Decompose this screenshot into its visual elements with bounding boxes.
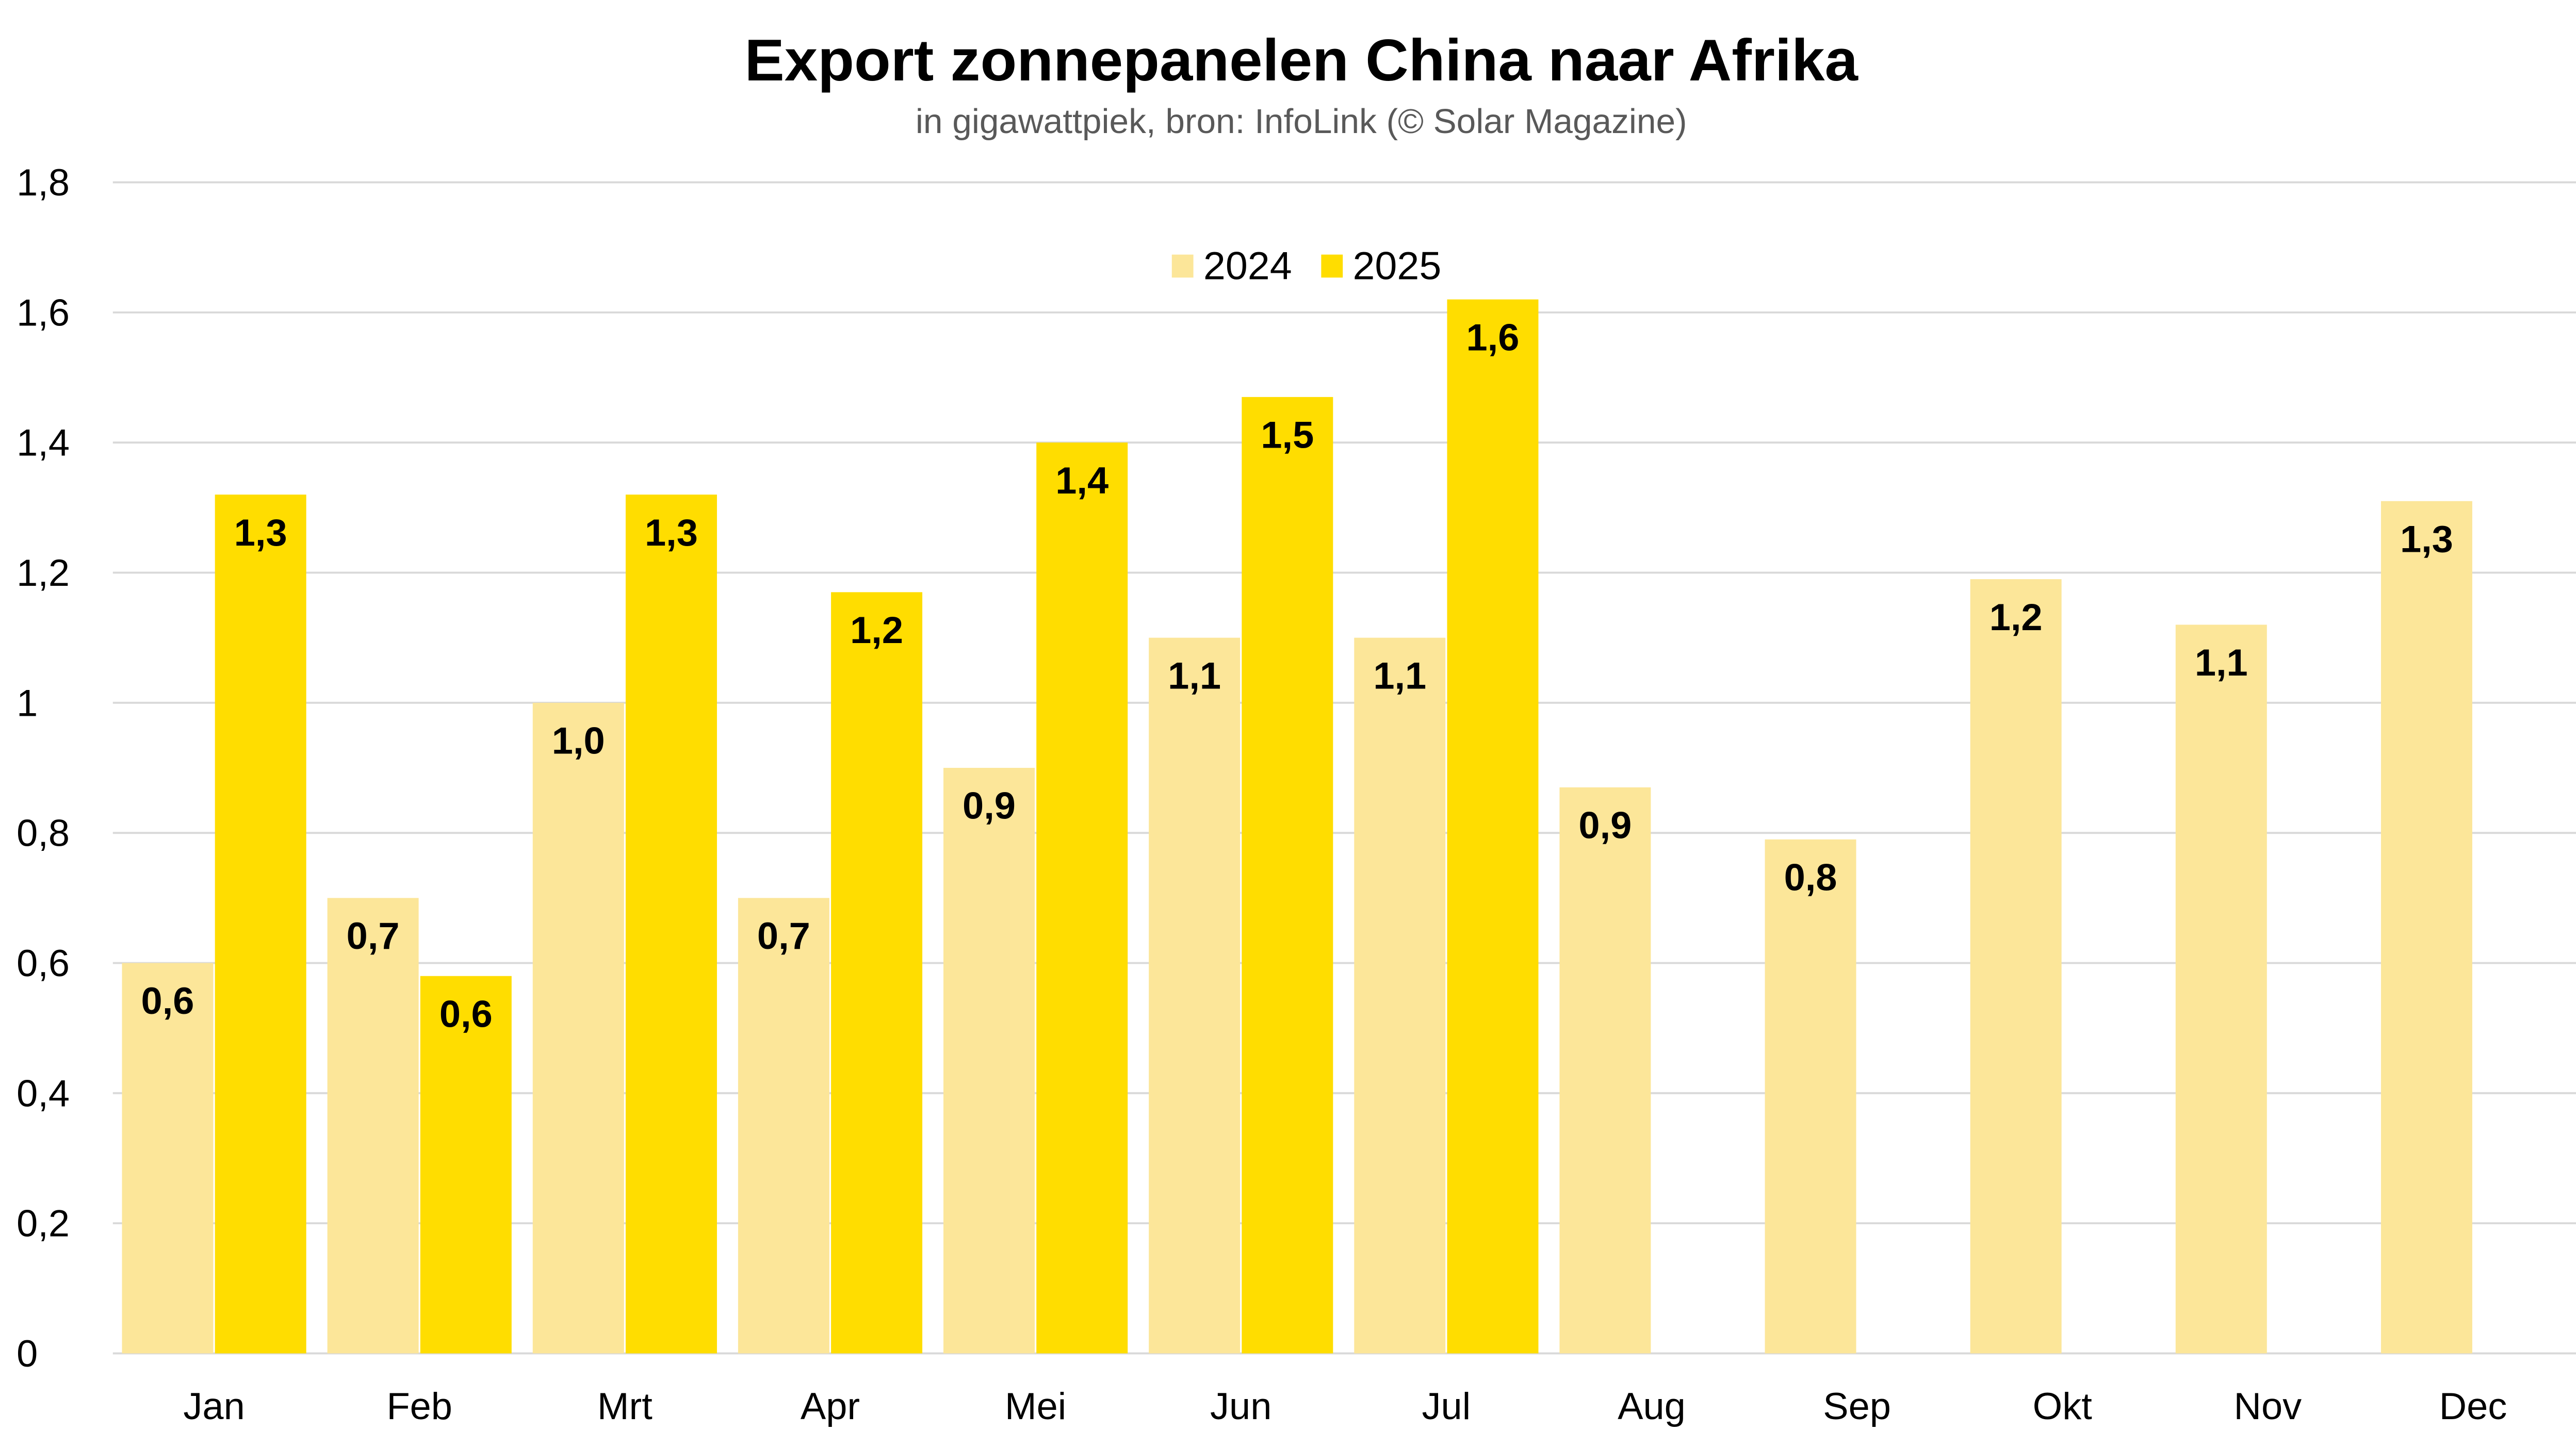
bar-2024-Jun: [1149, 637, 1241, 1354]
data-label: 0,6: [141, 980, 194, 1023]
legend: 2024 2025: [1171, 244, 1441, 288]
bar-2025-Mrt: [625, 495, 717, 1354]
bar-2024-Jan: [122, 963, 214, 1354]
data-label: 0,9: [1578, 804, 1632, 847]
data-label: 0,7: [757, 914, 810, 957]
bar-2025-Mei: [1036, 442, 1128, 1354]
x-tick-label: Aug: [1618, 1385, 1686, 1427]
legend-label-2024: 2024: [1203, 244, 1292, 288]
data-label: 1,1: [1373, 654, 1426, 697]
data-label: 1,1: [1168, 654, 1221, 697]
y-tick-label: 1,4: [17, 421, 70, 464]
x-tick-label: Mei: [1005, 1385, 1066, 1427]
bar-2024-Feb: [327, 898, 419, 1354]
x-tick-label: Jan: [183, 1385, 244, 1427]
bar-2024-Apr: [738, 898, 829, 1354]
y-tick-label: 0,2: [17, 1202, 70, 1245]
y-tick-label: 0,6: [17, 942, 70, 984]
y-tick-label: 0: [17, 1332, 38, 1375]
data-label: 1,2: [1990, 596, 2043, 638]
gridlines: [112, 181, 2576, 1355]
bars: [122, 299, 2472, 1354]
x-tick-label: Dec: [2439, 1385, 2507, 1427]
x-tick-label: Apr: [801, 1385, 860, 1427]
bar-2025-Apr: [831, 592, 923, 1354]
bar-2024-Sep: [1765, 839, 1856, 1354]
chart-subtitle: in gigawattpiek, bron: InfoLink (© Solar…: [916, 102, 1687, 141]
x-tick-label: Jun: [1210, 1385, 1271, 1427]
bar-2024-Jul: [1354, 637, 1446, 1354]
data-label: 1,0: [552, 719, 605, 762]
x-tick-label: Jul: [1422, 1385, 1471, 1427]
bar-2025-Jul: [1447, 299, 1539, 1354]
data-label: 1,3: [234, 511, 287, 554]
y-tick-label: 1,8: [17, 161, 70, 204]
x-tick-label: Okt: [2033, 1385, 2092, 1427]
bar-2024-Okt: [1970, 579, 2062, 1354]
y-axis-ticks: 0 0,2 0,4 0,6 0,8 1 1,2 1,4 1,6 1,8: [17, 161, 70, 1374]
data-label: 1,3: [2400, 518, 2453, 561]
bar-2025-Jun: [1242, 397, 1333, 1354]
bar-2024-Mei: [943, 767, 1035, 1354]
y-tick-label: 1,6: [17, 291, 70, 334]
y-tick-label: 1,2: [17, 551, 70, 594]
bar-2025-Feb: [420, 976, 512, 1354]
data-label: 1,6: [1466, 316, 1520, 359]
legend-swatch-2025: [1321, 254, 1343, 278]
bar-2024-Mrt: [532, 702, 624, 1354]
x-tick-label: Sep: [1823, 1385, 1891, 1427]
data-label: 1,2: [850, 609, 903, 651]
data-label: 1,4: [1055, 459, 1108, 502]
y-tick-label: 0,4: [17, 1072, 70, 1115]
x-tick-label: Nov: [2234, 1385, 2302, 1427]
bar-2024-Aug: [1559, 787, 1651, 1354]
bar-2024-Dec: [2381, 501, 2472, 1354]
data-label: 0,8: [1784, 856, 1837, 899]
bar-2025-Jan: [215, 495, 306, 1354]
x-tick-label: Mrt: [597, 1385, 653, 1427]
data-label: 0,9: [963, 784, 1016, 827]
data-label: 0,6: [439, 993, 493, 1035]
legend-swatch-2024: [1171, 254, 1194, 278]
y-tick-label: 0,8: [17, 812, 70, 854]
data-label: 1,1: [2195, 642, 2248, 684]
chart-title: Export zonnepanelen China naar Afrika: [745, 28, 1858, 93]
data-label: 1,3: [645, 511, 698, 554]
x-tick-label: Feb: [386, 1385, 452, 1427]
data-label: 0,7: [347, 914, 400, 957]
bar-2024-Nov: [2175, 624, 2267, 1354]
y-tick-label: 1: [17, 682, 38, 725]
legend-label-2025: 2025: [1352, 244, 1441, 288]
x-axis-labels: Jan Feb Mrt Apr Mei Jun Jul Aug Sep Okt Nov Dec: [183, 1385, 2507, 1427]
data-labels: 0,6 1,3 0,7 0,6 1,0 1,3 0,7 1,2 0,9 1,4 1,1 1,5 1,1 1…: [141, 316, 2453, 1035]
data-label: 1,5: [1261, 414, 1314, 456]
